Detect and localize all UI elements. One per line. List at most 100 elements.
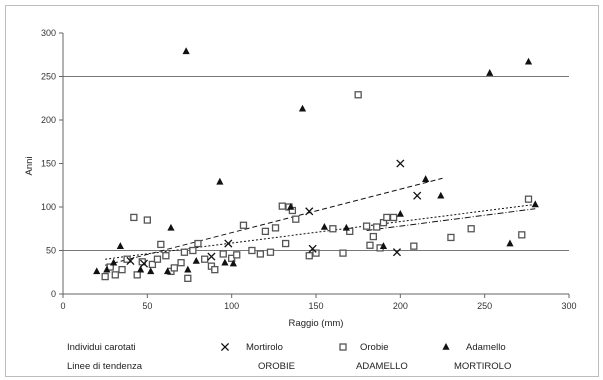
point-orobie (180, 248, 189, 256)
point-orobie (170, 264, 178, 272)
point-orobie (233, 251, 241, 259)
point-orobie (153, 255, 162, 263)
point-mortirolo (396, 159, 405, 168)
point-adamello (524, 57, 533, 65)
point-adamello (167, 223, 175, 231)
point-adamello (184, 265, 192, 273)
y-ticks: 0 50 100 150 200 250 300 (41, 28, 63, 299)
legend-trend-label-orobie: OROBIE (258, 361, 295, 372)
point-orobie (362, 222, 371, 230)
legend-trend-label-adamello: ADAMELLO (356, 361, 408, 372)
point-orobie (383, 213, 391, 222)
point-orobie (194, 239, 202, 248)
legend-marker-adamello (442, 343, 450, 350)
point-orobie (201, 255, 209, 263)
x-tick-label: 250 (477, 301, 492, 311)
point-orobie (366, 241, 374, 249)
point-mortirolo (392, 248, 402, 257)
point-adamello (437, 191, 445, 199)
point-adamello (103, 265, 111, 273)
point-orobie (239, 221, 248, 229)
point-orobie (389, 213, 398, 222)
point-orobie (373, 223, 381, 231)
trend-line-adamello (366, 208, 536, 231)
point-adamello (93, 267, 101, 275)
point-orobie (184, 274, 192, 282)
point-adamello (342, 223, 350, 231)
point-orobie (271, 224, 280, 232)
point-orobie (157, 240, 165, 249)
point-mortirolo (207, 252, 216, 261)
chart-frame (5, 5, 599, 377)
point-orobie (143, 216, 151, 224)
point-adamello (110, 258, 118, 266)
legend-marker-orobie (339, 343, 347, 351)
y-tick-label: 100 (41, 202, 56, 212)
data-points (93, 47, 539, 282)
point-adamello (320, 223, 329, 230)
legend-series-label-adamello: Adamello (466, 342, 506, 353)
trend-lines (105, 177, 536, 266)
point-mortirolo (308, 244, 317, 253)
y-tick-label: 250 (41, 72, 56, 82)
point-orobie (101, 272, 109, 281)
point-orobie (111, 271, 119, 279)
point-orobie (219, 250, 227, 258)
point-adamello (192, 256, 200, 264)
legend-row2-label: Linee di tendenza (67, 361, 143, 372)
legend-series-label-orobie: Orobie (360, 342, 389, 353)
point-adamello (531, 200, 539, 208)
point-orobie (211, 265, 219, 274)
trend-line-mortirolo (105, 203, 536, 260)
point-orobie (261, 227, 270, 236)
legend: Individui carotati Linee di tendenza Mor… (67, 342, 511, 372)
point-orobie (148, 260, 157, 269)
point-adamello (287, 203, 295, 210)
point-orobie (518, 231, 526, 239)
point-orobie (339, 249, 347, 257)
point-adamello (229, 259, 237, 267)
point-adamello (163, 267, 172, 275)
point-mortirolo (413, 191, 422, 200)
point-orobie (354, 91, 362, 99)
x-axis-label: Raggio (mm) (289, 318, 344, 329)
point-orobie (281, 239, 290, 248)
point-adamello (379, 242, 388, 249)
point-orobie (467, 225, 475, 233)
legend-entries: Mortirolo Orobie Adamello MORTIROLO OROBIE AD… (220, 342, 511, 372)
point-orobie (305, 252, 313, 260)
point-orobie (189, 246, 197, 255)
point-adamello (221, 258, 229, 266)
y-tick-label: 300 (41, 28, 56, 38)
point-orobie (266, 248, 275, 256)
point-orobie (278, 202, 286, 210)
y-tick-label: 50 (46, 246, 56, 256)
point-orobie (410, 242, 418, 250)
point-orobie (162, 252, 170, 260)
point-mortirolo (305, 207, 314, 216)
point-adamello (506, 239, 514, 247)
legend-row1-label: Individui carotati (67, 342, 136, 353)
point-mortirolo (139, 259, 149, 268)
point-adamello (116, 242, 124, 249)
point-mortirolo (224, 239, 233, 248)
point-orobie (123, 255, 131, 263)
legend-series-label-mortirolo: Mortirolo (246, 342, 283, 353)
point-adamello (422, 175, 430, 182)
x-tick-label: 300 (561, 301, 576, 311)
trend-line-orobie (105, 177, 443, 266)
point-orobie (346, 227, 354, 236)
x-tick-label: 150 (308, 301, 323, 311)
x-tick-label: 50 (142, 301, 152, 311)
x-tick-label: 200 (393, 301, 408, 311)
point-orobie (329, 225, 337, 233)
point-orobie (248, 246, 256, 255)
point-orobie (133, 271, 141, 279)
legend-marker-mortirolo (220, 342, 230, 352)
reference-lines (63, 76, 569, 251)
y-tick-label: 0 (51, 289, 56, 299)
x-tick-label: 0 (60, 301, 65, 311)
point-adamello (396, 209, 404, 217)
y-tick-label: 150 (41, 159, 56, 169)
